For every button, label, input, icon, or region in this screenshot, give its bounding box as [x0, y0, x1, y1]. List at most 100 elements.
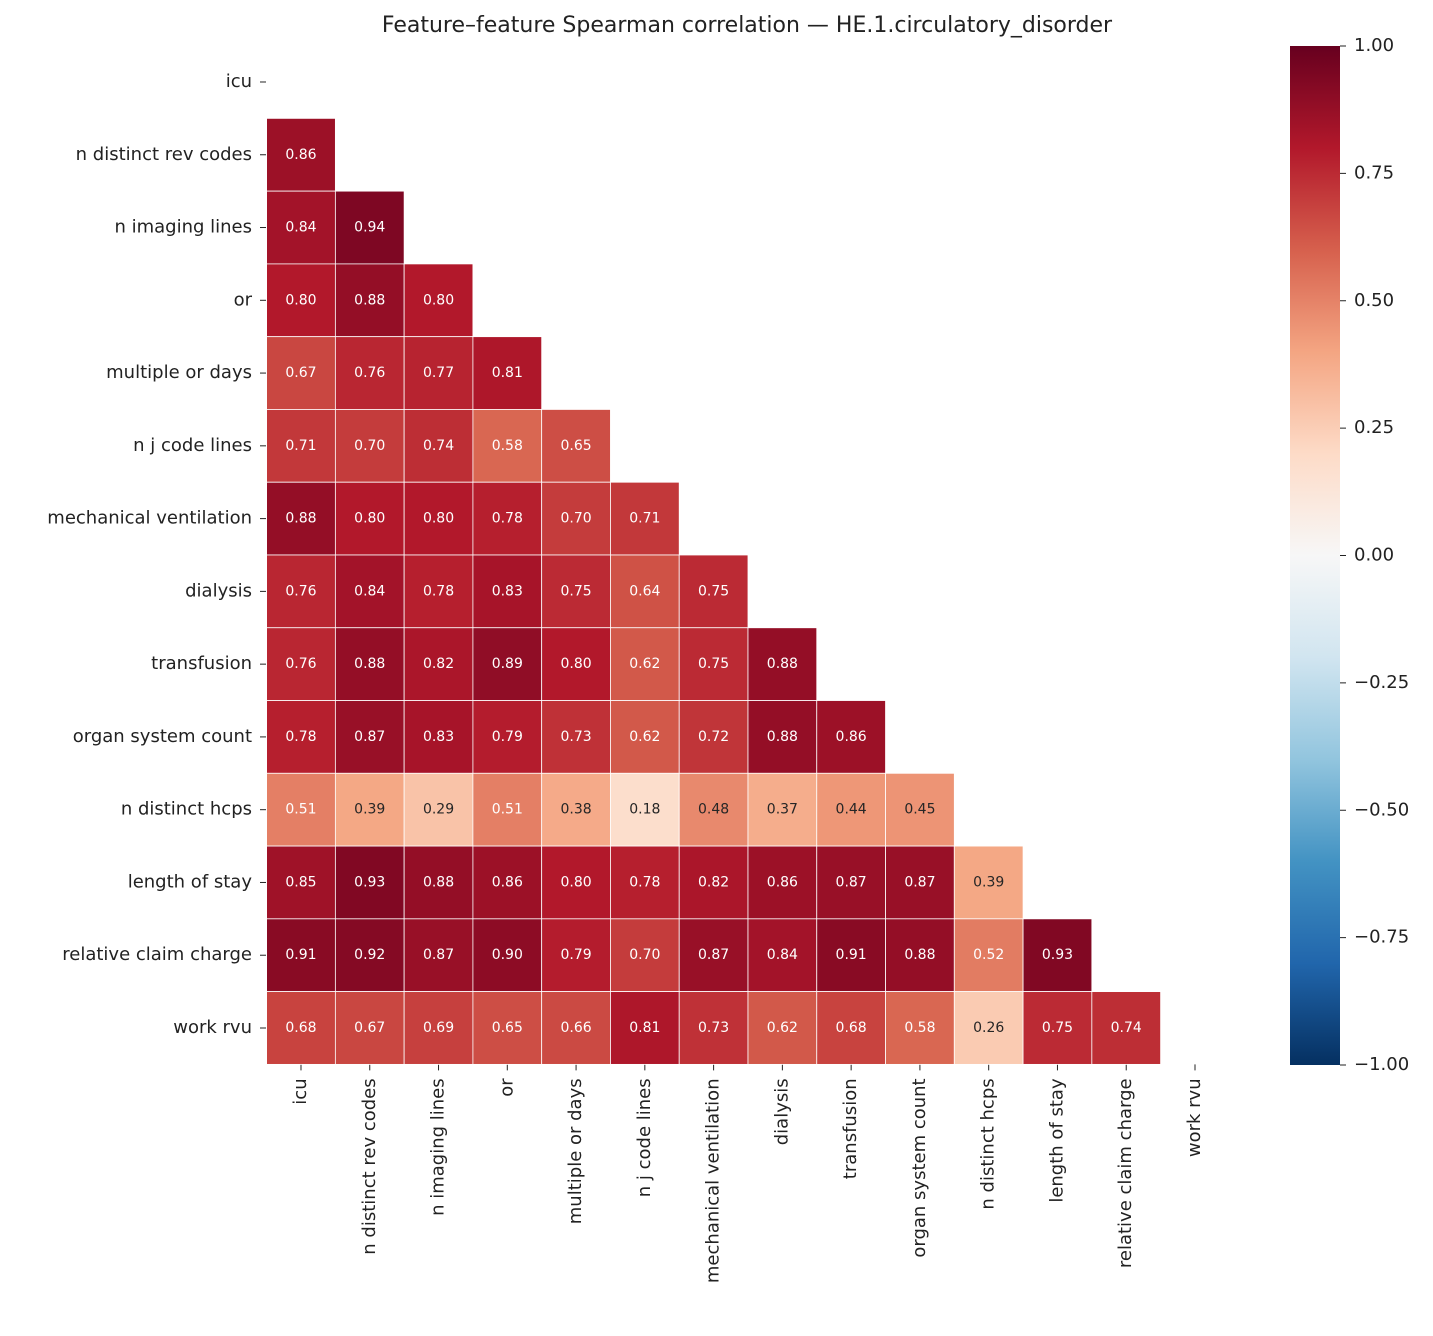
heatmap-cell	[403, 554, 474, 629]
cell-label: 0.58	[904, 1020, 935, 1036]
cell-label: 0.71	[629, 511, 660, 527]
heatmap-cell	[678, 845, 749, 920]
y-tick-label: work rvu	[173, 1017, 252, 1038]
cell-label: 0.88	[285, 511, 316, 527]
cell-label: 0.75	[1042, 1020, 1073, 1036]
x-tick-label: n distinct rev codes	[359, 1078, 380, 1254]
cell-label: 0.84	[767, 947, 798, 963]
heatmap-cell	[610, 627, 680, 701]
cell-label: 0.86	[492, 874, 523, 890]
heatmap-cell	[610, 700, 680, 774]
heatmap-cell	[678, 991, 749, 1065]
heatmap-cell	[266, 117, 336, 192]
heatmap-cell	[747, 627, 818, 701]
heatmap-cell	[610, 772, 680, 847]
cell-label: 0.67	[354, 1020, 385, 1036]
cell-label: 0.39	[354, 802, 385, 818]
heatmap-cell	[403, 336, 474, 410]
cell-label: 0.93	[354, 874, 385, 890]
cell-label: 0.80	[354, 511, 385, 527]
y-tick-label: n distinct rev codes	[76, 144, 252, 165]
cell-label: 0.64	[629, 583, 660, 599]
cell-label: 0.81	[492, 365, 523, 381]
y-tick-label: multiple or days	[106, 362, 252, 383]
heatmap-cell	[472, 845, 543, 920]
y-tick-label: n j code lines	[133, 435, 252, 456]
heatmap-cell	[334, 336, 405, 410]
cell-label: 0.66	[560, 1020, 591, 1036]
heatmap-cell	[541, 481, 611, 556]
x-tick-label: relative claim charge	[1115, 1078, 1136, 1268]
cell-label: 0.87	[354, 729, 385, 745]
heatmap-cell	[266, 409, 336, 483]
cell-label: 0.92	[354, 947, 385, 963]
heatmap-cell	[541, 409, 611, 483]
cell-label: 0.78	[629, 874, 660, 890]
cell-label: 0.75	[560, 583, 591, 599]
cell-label: 0.74	[1111, 1020, 1142, 1036]
cell-label: 0.74	[423, 438, 454, 454]
cell-label: 0.45	[904, 802, 935, 818]
heatmap-cell	[334, 481, 405, 556]
x-tick-label: n j code lines	[634, 1078, 655, 1197]
heatmap-cell	[953, 991, 1024, 1065]
y-tick-label: or	[234, 289, 253, 310]
cell-label: 0.51	[285, 802, 316, 818]
cell-label: 0.52	[973, 947, 1004, 963]
heatmap-cell	[1091, 991, 1162, 1065]
cell-label: 0.44	[836, 802, 867, 818]
heatmap-cell	[610, 918, 680, 993]
cell-label: 0.81	[629, 1020, 660, 1036]
heatmap-cell	[403, 263, 474, 338]
x-tick-label: work rvu	[1184, 1078, 1205, 1157]
heatmap-cell	[403, 700, 474, 774]
heatmap-cell	[678, 627, 749, 701]
cell-label: 0.88	[354, 656, 385, 672]
heatmap-cell	[472, 554, 543, 629]
heatmap-cell	[334, 627, 405, 701]
heatmap-cell	[747, 845, 818, 920]
cell-label: 0.84	[354, 583, 385, 599]
colorbar-tick-label: −0.25	[1354, 672, 1409, 693]
heatmap-cell	[610, 481, 680, 556]
cell-label: 0.85	[285, 874, 316, 890]
heatmap-cell	[678, 554, 749, 629]
cell-label: 0.73	[698, 1020, 729, 1036]
cell-label: 0.87	[836, 874, 867, 890]
heatmap-cell	[266, 627, 336, 701]
cell-label: 0.88	[904, 947, 935, 963]
cell-label: 0.91	[836, 947, 867, 963]
heatmap-cell	[610, 845, 680, 920]
cell-label: 0.80	[560, 874, 591, 890]
cell-label: 0.86	[836, 729, 867, 745]
cell-label: 0.75	[698, 583, 729, 599]
cell-label: 0.77	[423, 365, 454, 381]
heatmap-cell	[816, 991, 886, 1065]
heatmap-cell	[334, 700, 405, 774]
cell-label: 0.87	[698, 947, 729, 963]
x-tick-label: organ system count	[909, 1078, 930, 1257]
cell-label: 0.87	[423, 947, 454, 963]
heatmap-cell	[403, 918, 474, 993]
x-tick-label: mechanical ventilation	[703, 1078, 724, 1283]
x-tick-label: multiple or days	[565, 1078, 586, 1224]
heatmap-cell	[747, 991, 818, 1065]
heatmap-cell	[472, 409, 543, 483]
heatmap-cell	[472, 991, 543, 1065]
cell-label: 0.87	[904, 874, 935, 890]
cell-label: 0.37	[767, 802, 798, 818]
y-tick-label: mechanical ventilation	[47, 508, 252, 529]
cell-label: 0.72	[698, 729, 729, 745]
cell-label: 0.39	[973, 874, 1004, 890]
heatmap-cell	[334, 772, 405, 847]
heatmap-cell	[472, 627, 543, 701]
heatmap-cell	[403, 845, 474, 920]
cell-label: 0.79	[492, 729, 523, 745]
colorbar-tick-label: −0.75	[1354, 927, 1409, 948]
cell-label: 0.88	[354, 292, 385, 308]
cell-label: 0.88	[767, 729, 798, 745]
heatmap-cell	[403, 772, 474, 847]
cell-label: 0.80	[560, 656, 591, 672]
colorbar-tick-label: 0.25	[1354, 417, 1394, 438]
